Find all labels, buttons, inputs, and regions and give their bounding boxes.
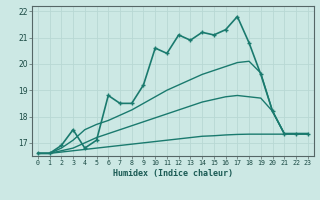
X-axis label: Humidex (Indice chaleur): Humidex (Indice chaleur) [113,169,233,178]
